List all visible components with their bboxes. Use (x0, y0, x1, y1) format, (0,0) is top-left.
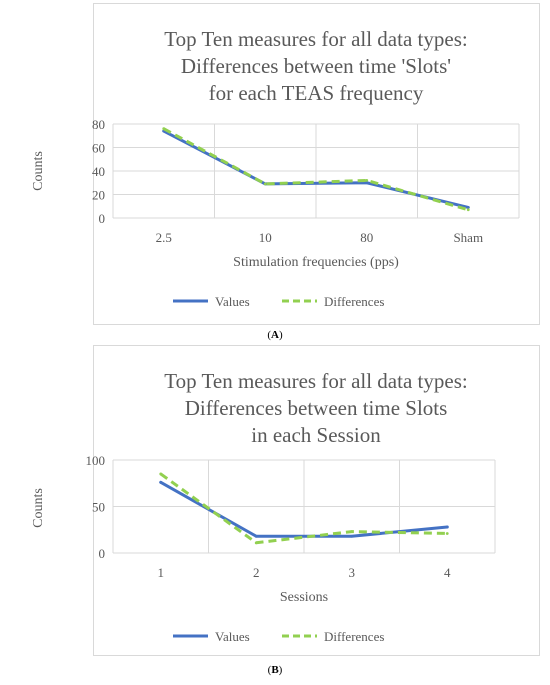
series-line-differences (159, 472, 448, 545)
x-tick-label: 2.5 (156, 230, 172, 245)
chart-b-title-line-1: Top Ten measures for all data types: (164, 369, 467, 393)
chart-a-gridlines (112, 123, 520, 219)
data-point-differences (445, 532, 449, 535)
y-tick-label: 0 (99, 546, 106, 561)
y-tick-label: 50 (92, 500, 105, 515)
y-tick-label: 100 (86, 453, 106, 468)
chart-b-x-axis-label: Sessions (280, 590, 328, 605)
data-point-values (365, 181, 369, 185)
chart-a-title-line-2: Differences between time 'Slots' (181, 54, 451, 78)
chart-a-x-tick-labels: 2.5 10 80 Sham (156, 230, 483, 245)
y-tick-label: 60 (92, 141, 105, 156)
data-point-differences (466, 208, 470, 212)
data-point-differences (162, 127, 166, 131)
data-point-differences (159, 472, 163, 476)
data-point-differences (365, 179, 369, 182)
data-point-values (466, 206, 470, 209)
x-tick-label: 4 (444, 565, 451, 580)
x-tick-label: Sham (453, 230, 483, 245)
chart-b-x-tick-labels: 1 2 3 4 (158, 565, 452, 580)
y-tick-label: 80 (92, 117, 105, 132)
chart-b-legend-values-label: Values (215, 629, 250, 644)
chart-a-y-tick-labels: 0 20 40 60 80 (92, 117, 105, 226)
series-line-differences (163, 127, 469, 212)
chart-b-y-tick-labels: 0 50 100 (86, 453, 106, 561)
chart-a-svg: Top Ten measures for all data types: Dif… (31, 3, 540, 325)
chart-b-svg: Top Ten measures for all data types: Dif… (31, 345, 540, 656)
chart-a-legend-values-label: Values (215, 294, 250, 309)
y-tick-label: 0 (99, 211, 106, 226)
chart-a-title-line-1: Top Ten measures for all data types: (164, 27, 467, 51)
chart-a-x-axis-label: Stimulation frequencies (pps) (233, 255, 399, 270)
y-tick-label: 40 (92, 164, 105, 179)
chart-panel-a: Top Ten measures for all data types: Dif… (31, 3, 540, 341)
data-point-values (445, 525, 449, 529)
x-tick-label: 1 (158, 565, 165, 580)
chart-a-y-axis-label: Counts (31, 151, 46, 191)
chart-b-y-axis-label: Counts (31, 488, 46, 528)
chart-b-gridlines (112, 459, 496, 554)
chart-b-legend-differences-label: Differences (324, 629, 384, 644)
x-tick-label: 80 (360, 230, 373, 245)
data-point-values (159, 480, 163, 484)
panel-a-label: (A) (267, 329, 283, 341)
chart-b-frame (93, 345, 540, 656)
data-point-differences (350, 530, 354, 534)
chart-panel-b: Top Ten measures for all data types: Dif… (0, 345, 550, 685)
y-tick-label: 20 (92, 188, 105, 203)
data-point-differences (254, 541, 258, 545)
chart-b-title-line-2: Differences between time Slots (185, 396, 448, 420)
data-point-differences (263, 182, 267, 186)
x-tick-label: 2 (253, 565, 260, 580)
chart-b-series (159, 472, 449, 545)
chart-b-legend: Values Differences (173, 629, 384, 644)
chart-a-series (162, 127, 470, 212)
chart-b-title-line-3: in each Session (251, 423, 381, 447)
chart-a-title-line-3: for each TEAS frequency (209, 81, 424, 105)
panel-b-label: (B) (267, 664, 283, 676)
x-tick-label: 3 (349, 565, 356, 580)
x-tick-label: 10 (259, 230, 272, 245)
chart-a-legend-differences-label: Differences (324, 294, 384, 309)
chart-a-legend: Values Differences (173, 294, 384, 309)
data-point-values (350, 534, 354, 538)
data-point-values (254, 534, 258, 538)
